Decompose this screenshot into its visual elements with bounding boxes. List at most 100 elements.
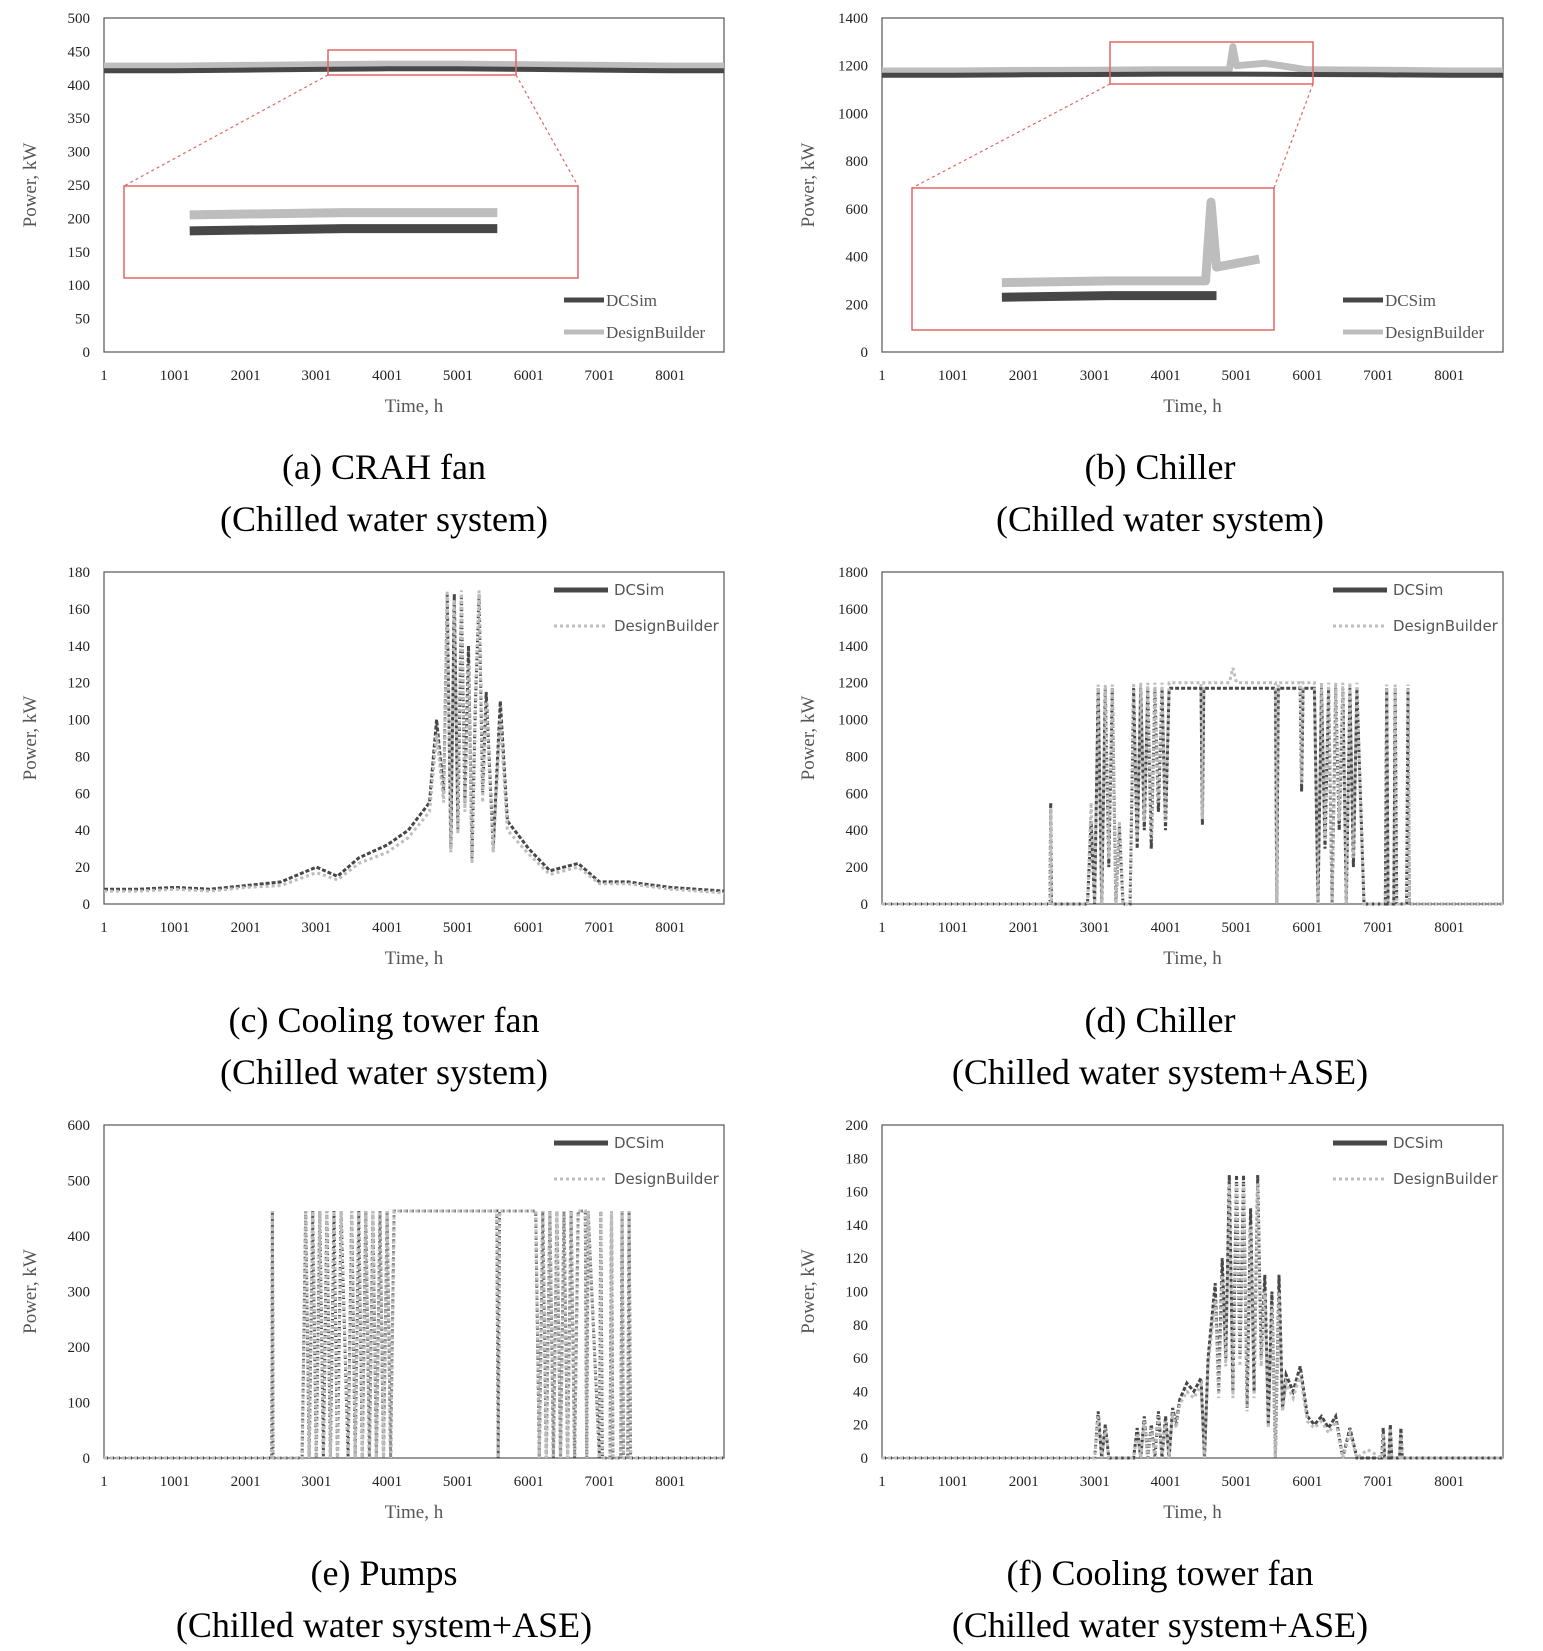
y-tick-label: 350 — [68, 111, 91, 127]
y-tick-label: 500 — [68, 11, 91, 27]
x-tick-label: 7001 — [1363, 920, 1393, 936]
x-tick-label: 3001 — [301, 368, 331, 384]
x-tick-label: 1001 — [160, 368, 190, 384]
y-tick-label: 0 — [861, 345, 869, 361]
y-tick-label: 200 — [846, 860, 869, 876]
x-tick-label: 4001 — [372, 1474, 402, 1490]
y-tick-label: 400 — [68, 78, 91, 94]
x-tick-label: 2001 — [231, 1474, 261, 1490]
series-line-dcsim — [104, 594, 725, 893]
plot-frame — [881, 17, 1504, 353]
x-tick-label: 5001 — [1221, 368, 1251, 384]
plot-frame — [103, 17, 725, 353]
y-tick-label: 1600 — [838, 602, 868, 618]
x-axis-title: Time, h — [385, 1502, 444, 1523]
x-tick-label: 1 — [878, 920, 886, 936]
legend-label-dcsim: DCSim — [1385, 291, 1436, 310]
y-tick-label: 100 — [68, 713, 91, 729]
y-tick-label: 1400 — [838, 639, 868, 655]
y-tick-label: 1000 — [838, 713, 868, 729]
y-tick-label: 200 — [846, 297, 869, 313]
zoom-series-dcsim — [189, 224, 498, 236]
y-tick-label: 60 — [75, 786, 90, 802]
x-tick-label: 5001 — [443, 1474, 473, 1490]
y-tick-label: 0 — [861, 1451, 869, 1467]
plot-frame — [103, 571, 725, 905]
zoom-connector — [515, 74, 579, 187]
x-tick-label: 4001 — [1151, 920, 1181, 936]
caption-f: (f) Cooling tower fan (Chilled water sys… — [800, 1547, 1520, 1651]
y-tick-label: 800 — [846, 749, 869, 765]
x-tick-label: 6001 — [514, 368, 544, 384]
caption-c: (c) Cooling tower fan (Chilled water sys… — [24, 994, 744, 1098]
series-line-dcsim — [882, 1174, 1503, 1460]
y-tick-label: 120 — [846, 1251, 869, 1267]
caption-f-line1: (f) Cooling tower fan — [1006, 1553, 1314, 1593]
y-axis-title: Power, kW — [798, 143, 819, 228]
zoom-connector — [911, 83, 1111, 189]
x-tick-label: 1 — [100, 368, 108, 384]
y-axis-title: Power, kW — [20, 1249, 41, 1334]
series-line-dcsim — [104, 66, 724, 74]
y-tick-label: 1200 — [838, 59, 868, 75]
x-tick-label: 2001 — [231, 920, 261, 936]
y-tick-label: 200 — [846, 1118, 869, 1134]
x-tick-label: 8001 — [1434, 1474, 1464, 1490]
caption-b-line2: (Chilled water system) — [996, 499, 1324, 539]
y-tick-label: 180 — [68, 565, 91, 581]
zoom-connector — [123, 74, 329, 187]
y-tick-label: 1000 — [838, 106, 868, 122]
y-tick-label: 0 — [83, 345, 91, 361]
caption-e-line2: (Chilled water system+ASE) — [175, 1605, 593, 1645]
y-tick-label: 400 — [846, 250, 869, 266]
y-tick-label: 180 — [846, 1151, 869, 1167]
caption-a: (a) CRAH fan (Chilled water system) — [24, 441, 744, 545]
y-tick-label: 0 — [83, 897, 91, 913]
y-tick-label: 40 — [853, 1384, 868, 1400]
x-tick-label: 4001 — [372, 920, 402, 936]
legend-label-designbuilder: DesignBuilder — [614, 617, 720, 635]
y-tick-label: 0 — [83, 1451, 91, 1467]
series-line-designbuilder — [104, 1209, 724, 1460]
x-tick-label: 2001 — [231, 368, 261, 384]
y-tick-label: 600 — [68, 1118, 91, 1134]
caption-a-line1: (a) CRAH fan — [282, 447, 486, 487]
x-tick-label: 8001 — [655, 920, 685, 936]
legend-label-designbuilder: DesignBuilder — [1393, 617, 1499, 635]
x-tick-label: 3001 — [301, 920, 331, 936]
caption-b: (b) Chiller (Chilled water system) — [800, 441, 1520, 545]
y-axis-title: Power, kW — [20, 143, 41, 228]
caption-f-line2: (Chilled water system+ASE) — [951, 1605, 1369, 1645]
zoom-series-designbuilder — [1001, 197, 1261, 288]
y-tick-label: 300 — [68, 145, 91, 161]
x-tick-label: 7001 — [584, 920, 614, 936]
y-tick-label: 80 — [853, 1318, 868, 1334]
caption-c-line2: (Chilled water system) — [220, 1052, 548, 1092]
y-tick-label: 60 — [853, 1351, 868, 1367]
x-tick-label: 5001 — [1221, 1474, 1251, 1490]
y-tick-label: 250 — [68, 178, 91, 194]
legend-label-dcsim: DCSim — [606, 291, 657, 310]
x-tick-label: 5001 — [443, 920, 473, 936]
x-axis-title: Time, h — [385, 948, 444, 969]
y-tick-label: 1200 — [838, 676, 868, 692]
plot-frame — [103, 1124, 725, 1459]
zoom-connector — [1273, 83, 1314, 189]
legend-label-designbuilder: DesignBuilder — [1393, 1170, 1499, 1188]
y-axis-title: Power, kW — [20, 696, 41, 781]
y-tick-label: 200 — [68, 211, 91, 227]
x-tick-label: 5001 — [443, 368, 473, 384]
y-tick-label: 300 — [68, 1285, 91, 1301]
y-tick-label: 20 — [75, 860, 90, 876]
plot-frame — [881, 571, 1504, 905]
y-tick-label: 100 — [68, 1396, 91, 1412]
x-tick-label: 3001 — [1080, 1474, 1110, 1490]
x-axis-title: Time, h — [1163, 948, 1222, 969]
y-tick-label: 1400 — [838, 11, 868, 27]
caption-d: (d) Chiller (Chilled water system+ASE) — [800, 994, 1520, 1098]
x-tick-label: 1001 — [160, 1474, 190, 1490]
x-tick-label: 8001 — [655, 1474, 685, 1490]
